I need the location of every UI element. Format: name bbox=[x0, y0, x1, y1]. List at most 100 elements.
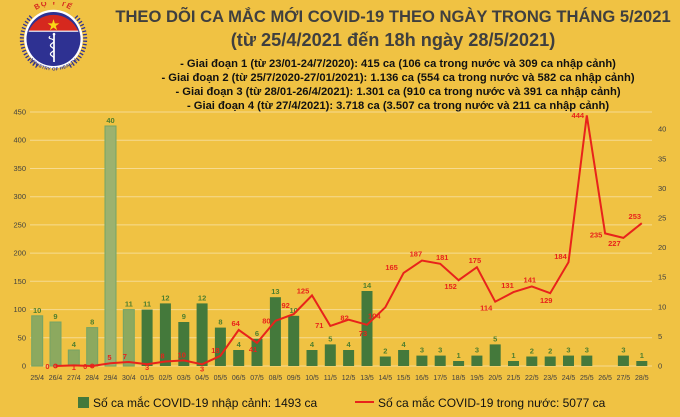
svg-text:23/5: 23/5 bbox=[543, 375, 557, 382]
svg-text:3: 3 bbox=[566, 346, 570, 355]
svg-text:175: 175 bbox=[469, 256, 482, 265]
svg-text:2: 2 bbox=[548, 347, 552, 356]
svg-text:26/5: 26/5 bbox=[598, 375, 612, 382]
svg-text:12/5: 12/5 bbox=[342, 375, 356, 382]
svg-text:4: 4 bbox=[347, 340, 352, 349]
svg-text:5: 5 bbox=[493, 334, 497, 343]
svg-text:71: 71 bbox=[315, 321, 323, 330]
svg-text:450: 450 bbox=[13, 108, 26, 117]
svg-text:184: 184 bbox=[554, 252, 567, 261]
svg-text:10/5: 10/5 bbox=[305, 375, 319, 382]
svg-text:235: 235 bbox=[590, 230, 603, 239]
svg-text:20: 20 bbox=[658, 243, 666, 252]
svg-text:02/5: 02/5 bbox=[159, 375, 173, 382]
svg-text:3: 3 bbox=[475, 346, 479, 355]
svg-text:10: 10 bbox=[658, 302, 666, 311]
svg-text:12: 12 bbox=[198, 293, 206, 302]
svg-text:0: 0 bbox=[45, 362, 49, 371]
svg-text:7: 7 bbox=[123, 352, 127, 361]
svg-text:1: 1 bbox=[72, 363, 76, 372]
svg-text:129: 129 bbox=[540, 296, 553, 305]
svg-text:0: 0 bbox=[658, 362, 662, 371]
svg-text:15/5: 15/5 bbox=[397, 375, 411, 382]
svg-text:250: 250 bbox=[13, 220, 26, 229]
svg-text:16/5: 16/5 bbox=[415, 375, 429, 382]
svg-text:104: 104 bbox=[368, 311, 381, 320]
svg-text:3: 3 bbox=[145, 363, 149, 372]
svg-text:152: 152 bbox=[444, 282, 457, 291]
svg-text:25/4: 25/4 bbox=[30, 375, 44, 382]
svg-text:11/5: 11/5 bbox=[324, 375, 337, 382]
svg-text:14: 14 bbox=[363, 281, 372, 290]
svg-text:0: 0 bbox=[22, 362, 26, 371]
svg-text:253: 253 bbox=[629, 212, 642, 221]
svg-text:41: 41 bbox=[249, 345, 257, 354]
svg-text:13: 13 bbox=[271, 287, 279, 296]
svg-text:09/5: 09/5 bbox=[287, 375, 301, 382]
svg-text:07/5: 07/5 bbox=[250, 375, 264, 382]
svg-text:82: 82 bbox=[340, 314, 348, 323]
svg-text:114: 114 bbox=[480, 304, 493, 313]
svg-text:21/5: 21/5 bbox=[507, 375, 521, 382]
svg-text:165: 165 bbox=[385, 263, 398, 272]
svg-text:30: 30 bbox=[658, 184, 666, 193]
svg-text:11: 11 bbox=[125, 300, 133, 309]
svg-text:300: 300 bbox=[13, 192, 26, 201]
svg-text:50: 50 bbox=[18, 333, 26, 342]
svg-text:3: 3 bbox=[585, 346, 589, 355]
svg-text:1: 1 bbox=[511, 351, 515, 360]
svg-text:05/5: 05/5 bbox=[214, 375, 228, 382]
svg-text:19/5: 19/5 bbox=[470, 375, 484, 382]
svg-text:4: 4 bbox=[402, 340, 407, 349]
svg-text:4: 4 bbox=[310, 340, 315, 349]
svg-text:400: 400 bbox=[13, 136, 26, 145]
svg-text:30/4: 30/4 bbox=[122, 375, 136, 382]
svg-text:3: 3 bbox=[621, 346, 625, 355]
svg-text:141: 141 bbox=[524, 275, 537, 284]
svg-text:10: 10 bbox=[290, 306, 298, 315]
svg-text:2: 2 bbox=[383, 347, 387, 356]
svg-text:100: 100 bbox=[13, 305, 26, 314]
svg-text:2: 2 bbox=[530, 347, 534, 356]
svg-text:10: 10 bbox=[178, 350, 186, 359]
svg-text:181: 181 bbox=[436, 253, 449, 262]
svg-text:1: 1 bbox=[457, 351, 461, 360]
svg-text:40: 40 bbox=[658, 125, 666, 134]
svg-text:73: 73 bbox=[359, 329, 367, 338]
svg-text:35: 35 bbox=[658, 154, 666, 163]
svg-text:26/4: 26/4 bbox=[49, 375, 63, 382]
svg-text:8: 8 bbox=[160, 352, 164, 361]
svg-text:150: 150 bbox=[13, 277, 26, 286]
svg-text:08/5: 08/5 bbox=[269, 375, 283, 382]
svg-text:6: 6 bbox=[255, 329, 259, 338]
svg-text:187: 187 bbox=[410, 250, 423, 259]
svg-text:64: 64 bbox=[232, 319, 241, 328]
svg-text:5: 5 bbox=[658, 332, 662, 341]
svg-text:10: 10 bbox=[33, 306, 41, 315]
svg-text:92: 92 bbox=[282, 301, 290, 310]
svg-text:5: 5 bbox=[328, 334, 332, 343]
svg-text:4: 4 bbox=[237, 340, 242, 349]
svg-text:14/5: 14/5 bbox=[378, 375, 392, 382]
svg-text:9: 9 bbox=[53, 312, 57, 321]
svg-text:8: 8 bbox=[90, 318, 94, 327]
svg-text:03/5: 03/5 bbox=[177, 375, 191, 382]
svg-text:18/5: 18/5 bbox=[452, 375, 466, 382]
svg-text:1: 1 bbox=[640, 351, 644, 360]
svg-text:11: 11 bbox=[143, 300, 151, 309]
svg-text:18: 18 bbox=[211, 346, 219, 355]
svg-text:04/5: 04/5 bbox=[195, 375, 209, 382]
svg-text:17/5: 17/5 bbox=[433, 375, 447, 382]
svg-text:01/5: 01/5 bbox=[140, 375, 154, 382]
svg-text:13/5: 13/5 bbox=[360, 375, 374, 382]
svg-text:28/4: 28/4 bbox=[85, 375, 99, 382]
svg-text:12: 12 bbox=[161, 293, 169, 302]
svg-text:06/5: 06/5 bbox=[232, 375, 246, 382]
svg-text:15: 15 bbox=[658, 273, 666, 282]
svg-text:28/5: 28/5 bbox=[635, 375, 649, 382]
svg-text:444: 444 bbox=[572, 111, 585, 120]
svg-text:227: 227 bbox=[608, 239, 621, 248]
svg-text:9: 9 bbox=[182, 312, 186, 321]
svg-text:25/5: 25/5 bbox=[580, 375, 594, 382]
svg-text:131: 131 bbox=[501, 281, 514, 290]
